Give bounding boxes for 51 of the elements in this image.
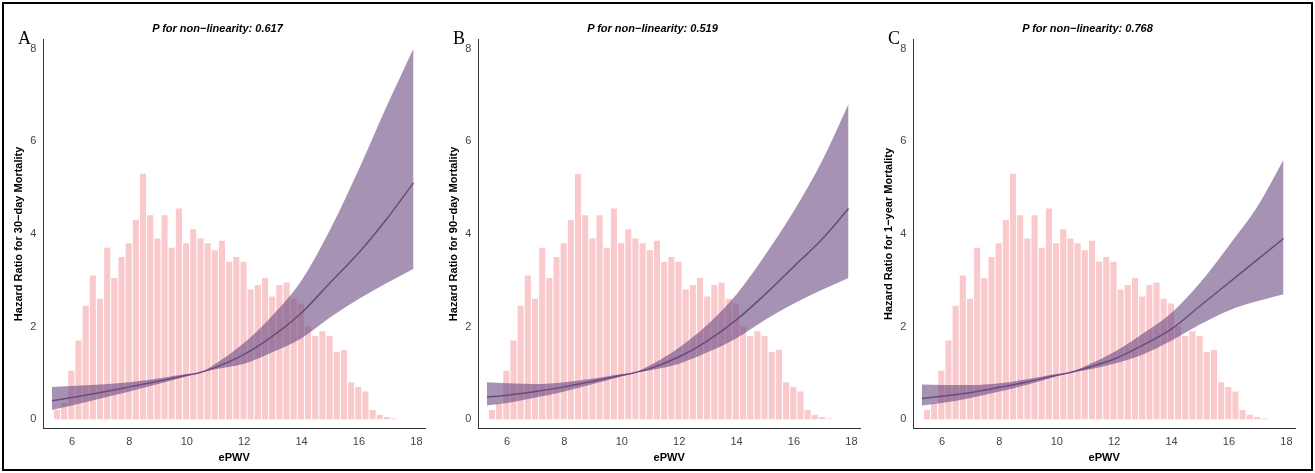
x-tick-label: 8 [126, 435, 133, 448]
y-tick-label: 4 [30, 226, 37, 239]
y-tick-label: 6 [465, 134, 472, 147]
line-series [486, 207, 850, 398]
x-tick-label: 14 [1165, 435, 1178, 448]
y-tick-label: 0 [30, 412, 37, 425]
y-tick-label: 4 [465, 226, 472, 239]
x-tick-label: 6 [938, 435, 946, 448]
x-tick-label: 16 [1222, 435, 1236, 448]
y-axis-title: Hazard Ratio for 1−year Mortality [881, 146, 894, 320]
x-tick-label: 16 [787, 435, 801, 448]
y-tick-label: 0 [465, 412, 472, 425]
x-tick-label: 14 [295, 435, 308, 448]
x-tick-label: 10 [1050, 435, 1063, 448]
x-tick-label: 12 [238, 435, 251, 448]
x-tick-label: 12 [673, 435, 686, 448]
x-tick-label: 6 [503, 435, 511, 448]
x-axis-title: ePWV [218, 451, 251, 464]
x-tick-label: 8 [996, 435, 1003, 448]
x-tick-label: 10 [180, 435, 193, 448]
y-tick-label: 8 [900, 41, 907, 54]
y-axis-title: Hazard Ratio for 90−day Mortality [446, 145, 459, 322]
x-tick-label: 18 [410, 435, 423, 448]
text: A [18, 28, 31, 48]
y-tick-label: 6 [900, 134, 907, 147]
y-tick-label: 2 [465, 319, 472, 332]
x-axis-title: ePWV [653, 451, 686, 464]
x-tick-label: 8 [561, 435, 568, 448]
y-axis-title: Hazard Ratio for 30−day Mortality [11, 145, 24, 322]
y-tick-label: 6 [30, 134, 37, 147]
x-tick-label: 10 [615, 435, 628, 448]
y-tick-label: 2 [900, 319, 907, 332]
y-tick-label: 8 [465, 41, 472, 54]
x-tick-label: 6 [68, 435, 76, 448]
x-tick-label: 16 [352, 435, 366, 448]
x-tick-label: 12 [1108, 435, 1121, 448]
y-tick-label: 4 [900, 226, 907, 239]
x-tick-label: 18 [1280, 435, 1293, 448]
x-tick-label: 14 [730, 435, 743, 448]
x-tick-label: 18 [845, 435, 858, 448]
chart-title: P for non−linearity: 0.617 [152, 21, 284, 34]
x-axis-title: ePWV [1088, 451, 1121, 464]
text: C [888, 28, 900, 49]
y-tick-label: 2 [30, 319, 37, 332]
chart-title: P for non−linearity: 0.768 [1022, 21, 1154, 34]
line-series [51, 182, 415, 402]
y-tick-label: 0 [900, 412, 907, 425]
chart-title: P for non−linearity: 0.519 [587, 21, 719, 34]
y-tick-label: 8 [30, 41, 37, 54]
line-series [921, 237, 1285, 400]
text: B [453, 28, 465, 49]
